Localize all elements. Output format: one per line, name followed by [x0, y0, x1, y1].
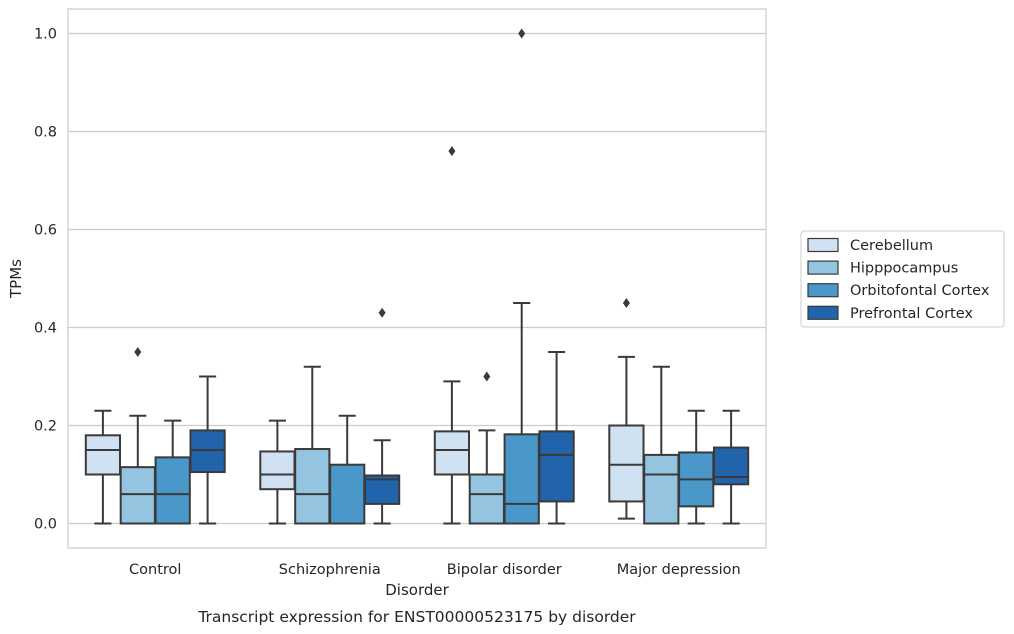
box-body — [468, 473, 505, 525]
box-body — [608, 424, 645, 503]
box — [189, 375, 226, 525]
box — [294, 365, 331, 525]
legend-swatch — [807, 305, 839, 320]
legend-frame — [800, 230, 1005, 328]
box — [608, 298, 645, 520]
x-tick-labels: Control Schizophrenia Bipolar disorder Majo… — [129, 562, 741, 578]
x-tick-label: Major depression — [617, 562, 741, 578]
box-body — [329, 463, 366, 525]
outlier-point — [518, 28, 526, 39]
box-body — [643, 453, 680, 525]
y-axis-label: TPMs — [7, 259, 25, 299]
box — [678, 409, 715, 525]
y-tick-label: 1.0 — [34, 27, 57, 43]
box-body — [189, 429, 226, 474]
y-tick-label: 0.6 — [34, 223, 57, 239]
x-tick-label: Schizophrenia — [279, 562, 381, 578]
box — [538, 351, 575, 525]
outlier-point — [448, 146, 456, 157]
box-body — [538, 430, 575, 503]
x-tick-label: Control — [129, 562, 181, 578]
outlier-point — [622, 298, 630, 308]
box — [712, 409, 750, 525]
plot-frame — [67, 8, 767, 549]
y-tick-label: 0.4 — [34, 321, 57, 337]
box — [363, 307, 401, 525]
box-body — [259, 450, 296, 491]
box-series — [84, 28, 750, 525]
box-body — [712, 446, 750, 486]
legend-swatch — [807, 237, 839, 253]
outlier-point — [378, 307, 386, 318]
y-tick-label: 0.2 — [34, 419, 57, 435]
box — [503, 28, 540, 525]
box — [154, 419, 191, 525]
y-tick-labels: 0.0 0.2 0.4 0.6 0.8 1.0 — [34, 27, 57, 533]
legend-swatch — [807, 260, 839, 275]
legend-swatch — [807, 283, 839, 298]
box — [119, 347, 156, 525]
legend-label: Orbitofontal Cortex — [850, 283, 990, 299]
legend-label: Prefrontal Cortex — [850, 306, 973, 322]
box — [433, 146, 471, 525]
x-tick-label: Bipolar disorder — [447, 562, 562, 578]
box — [84, 409, 122, 525]
box-body — [119, 466, 156, 525]
legend-label: Cerebellum — [850, 238, 933, 254]
y-tick-label: 0.8 — [34, 125, 57, 141]
y-tick-label: 0.0 — [34, 517, 57, 533]
x-axis-label: Disorder — [385, 581, 449, 599]
box-body — [503, 433, 540, 525]
box-body — [84, 434, 122, 476]
box-body — [154, 456, 191, 525]
chart-caption: Transcript expression for ENST0000052317… — [197, 608, 636, 626]
outlier-point — [134, 347, 142, 357]
legend-label: Hipppocampus — [850, 261, 958, 277]
legend: Cerebellum Hipppocampus Orbitofontal Corte… — [800, 230, 1005, 328]
box-body — [433, 430, 471, 476]
box-body — [294, 448, 331, 525]
outlier-point — [483, 371, 491, 382]
